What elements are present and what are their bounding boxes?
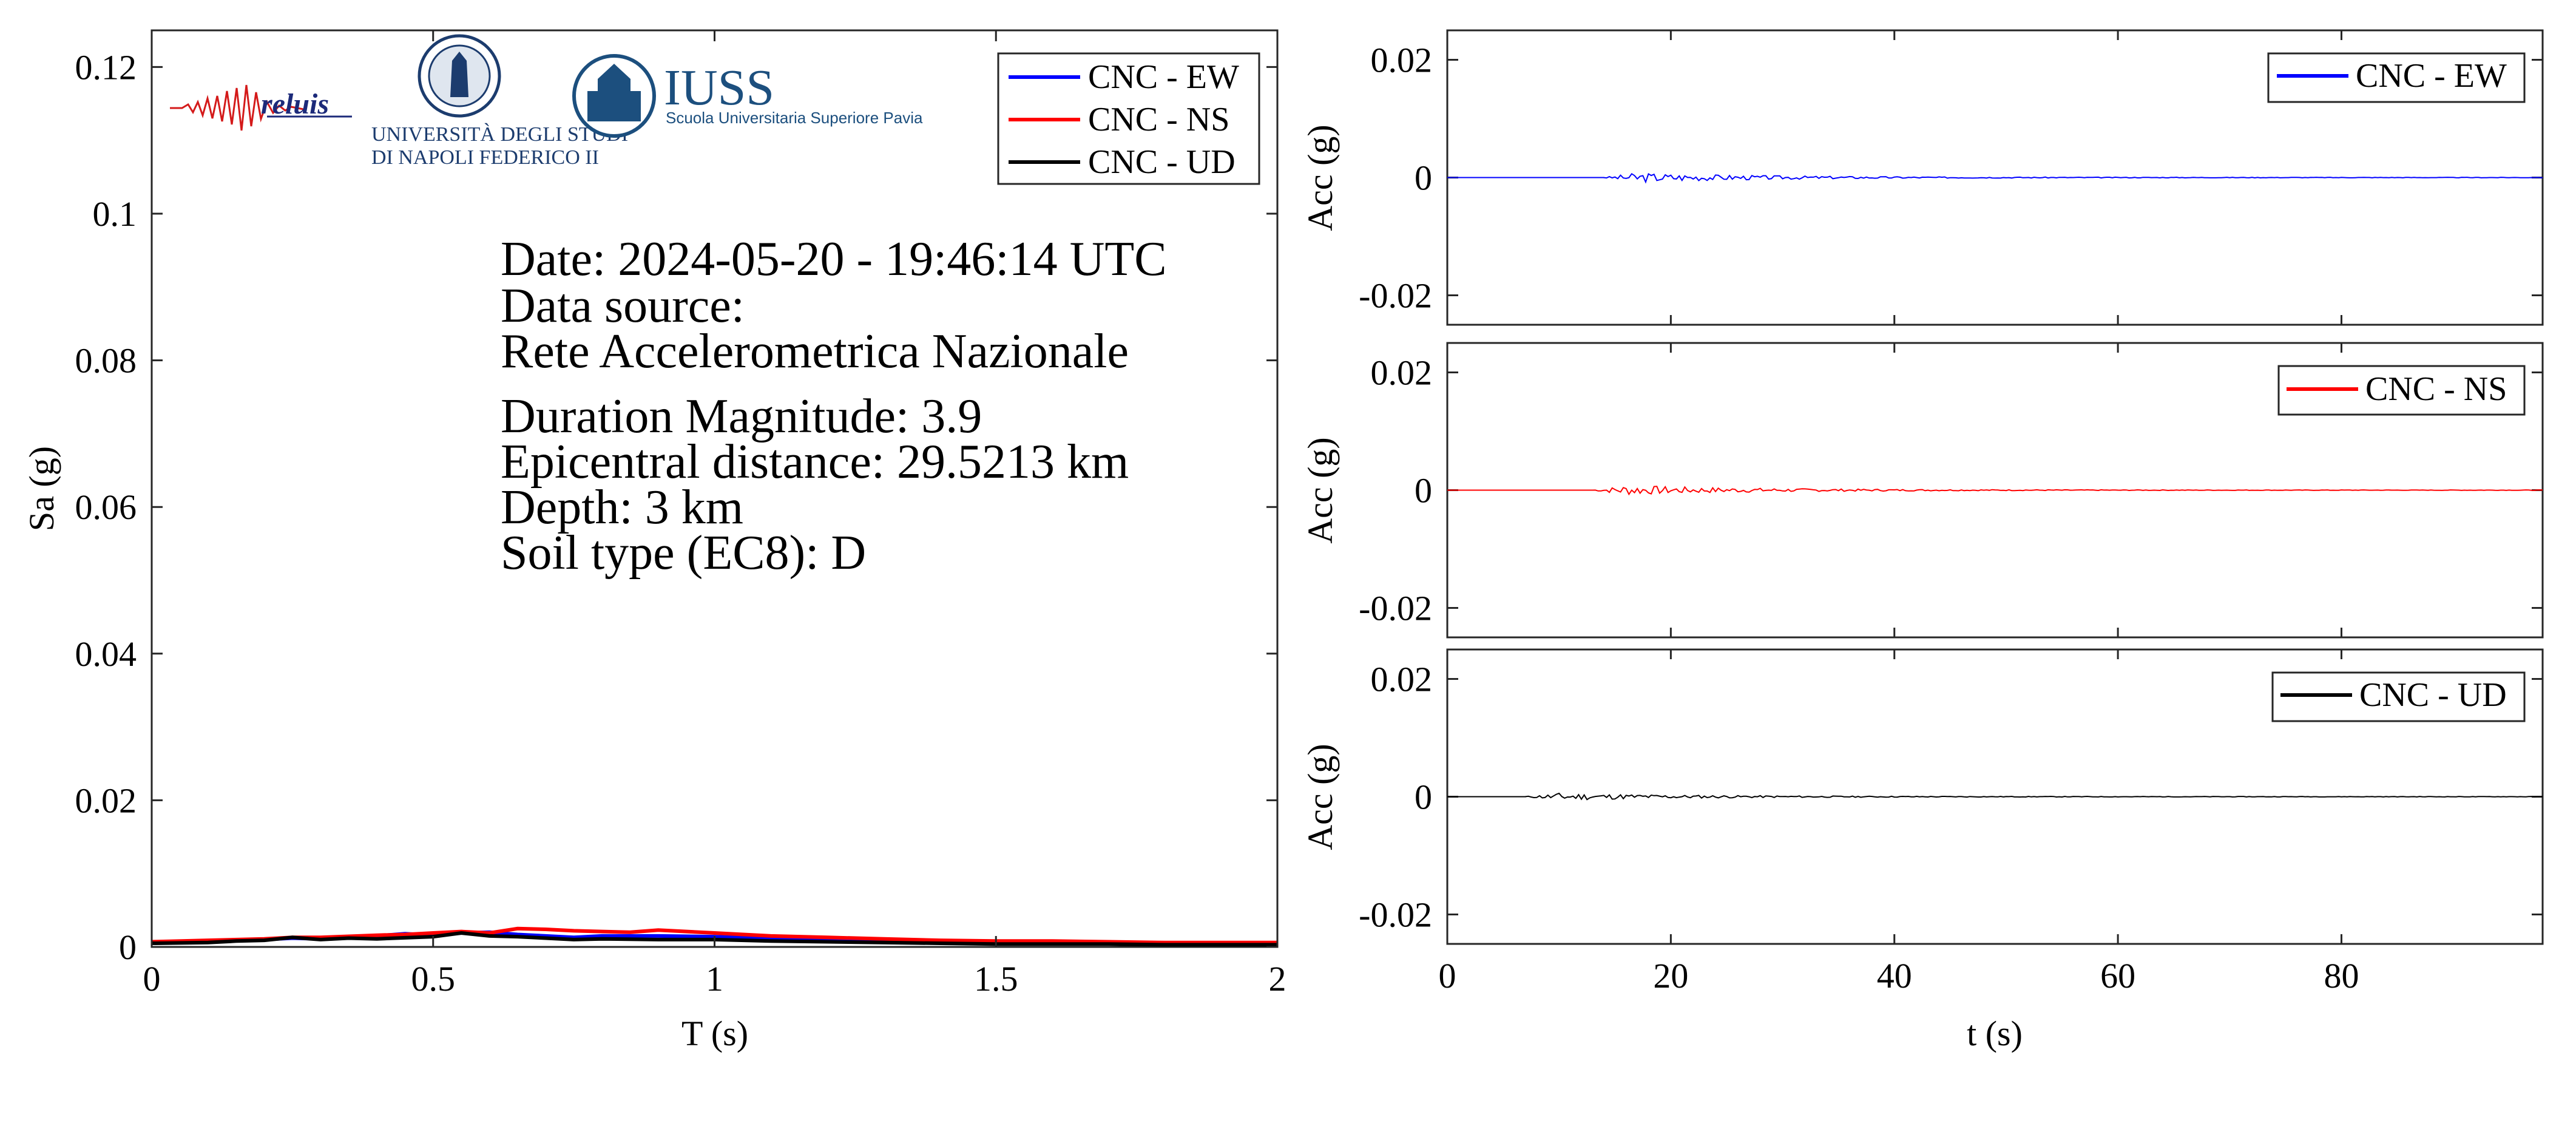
event-magnitude: Duration Magnitude: 3.9 xyxy=(501,390,982,443)
spectrum-y-axis-label: Sa (g) xyxy=(22,446,61,531)
acc-x-tick-label: 60 xyxy=(2100,956,2135,995)
acc-x-tick-label: 20 xyxy=(1653,956,1688,995)
reluis-logo-text: reluis xyxy=(261,88,329,120)
event-depth: Depth: 3 km xyxy=(501,481,743,534)
reluis-logo: reluis xyxy=(170,84,352,131)
event-source-label: Data source: xyxy=(501,279,745,333)
spectrum-x-tick-label: 0 xyxy=(143,959,161,999)
spectrum-y-tick-label: 0.06 xyxy=(75,487,137,527)
acc-ew-y-tick-label: -0.02 xyxy=(1359,276,1432,316)
iuss-logo: IUSS Scuola Universitaria Superiore Pavi… xyxy=(572,54,923,138)
spectrum-y-tick-label: 0.08 xyxy=(75,341,137,381)
acc-ew-y-tick-label: 0.02 xyxy=(1371,41,1433,80)
spectrum-legend-label-ns: CNC - NS xyxy=(1088,101,1229,138)
acc-ns-trace xyxy=(1447,485,2543,496)
acc-ew-trace xyxy=(1447,172,2543,184)
acc-ud-trace xyxy=(1447,792,2543,801)
unina-logo-line1: UNIVERSITÀ DEGLI STUDI xyxy=(371,123,628,146)
acc-x-tick-label: 40 xyxy=(1877,956,1912,995)
spectrum-legend: CNC - EW CNC - NS CNC - UD xyxy=(997,52,1260,185)
event-soil-type: Soil type (EC8): D xyxy=(501,526,866,580)
iuss-logo-subtitle: Scuola Universitaria Superiore Pavia xyxy=(666,109,923,127)
acc-ud-y-tick-label: -0.02 xyxy=(1359,895,1432,935)
spectrum-y-tick-label: 0.02 xyxy=(75,781,137,820)
spectrum-chart: 0 0.5 1 1.5 200.020.040.060.080.10.12 T (s) … xyxy=(22,29,1286,1053)
acc-ud-legend-label: CNC - UD xyxy=(2359,676,2507,714)
acc-ud-legend: CNC - UD xyxy=(2271,671,2526,722)
spectrum-series-group xyxy=(151,926,1277,947)
acc-ew-legend: CNC - EW xyxy=(2267,52,2526,103)
acc-ns-y-axis-label: Acc (g) xyxy=(1300,437,1340,544)
spectrum-ticks: 0 0.5 1 1.5 2 0 0.02 0.04 0.06 0.08 0.1 0.12 xyxy=(75,30,1286,999)
unina-seal-figure-icon xyxy=(450,52,468,97)
spectrum-series-line-ud xyxy=(151,931,1277,947)
acc-ns-y-tick-label: -0.02 xyxy=(1359,589,1432,628)
acc-ew-y-tick-label: 0 xyxy=(1415,158,1432,198)
acc-ns-ticks: -0.02 0 0.02 xyxy=(1359,343,2543,637)
spectrum-x-tick-label: 1 xyxy=(706,959,723,999)
acc-ew-ticks: -0.02 0 0.02 xyxy=(1359,30,2543,325)
iuss-building-icon xyxy=(587,64,641,121)
acc-chart-ew: -0.02 0 0.02 Acc (g) CNC - EW xyxy=(1300,29,2544,326)
acc-ew-y-axis-label: Acc (g) xyxy=(1300,124,1340,231)
spectrum-x-tick-label: 2 xyxy=(1269,959,1286,999)
acc-x-tick-label: 0 xyxy=(1439,956,1456,995)
event-source-value: Rete Accelerometrica Nazionale xyxy=(501,325,1129,378)
spectrum-legend-label-ud: CNC - UD xyxy=(1088,143,1236,181)
acc-ud-y-axis-label: Acc (g) xyxy=(1300,744,1340,850)
acc-x-axis-label: t (s) xyxy=(1967,1014,2023,1053)
iuss-logo-title: IUSS xyxy=(664,59,774,116)
spectrum-x-axis-label: T (s) xyxy=(681,1014,748,1053)
spectrum-y-tick-label: 0.1 xyxy=(93,194,137,234)
event-info: Date: 2024-05-20 - 19:46:14 UTC Data sou… xyxy=(501,232,1167,580)
unina-logo-line2: DI NAPOLI FEDERICO II xyxy=(371,146,599,169)
acc-x-tick-label: 80 xyxy=(2324,956,2359,995)
unina-logo: UNIVERSITÀ DEGLI STUDI DI NAPOLI FEDERIC… xyxy=(371,34,628,169)
acc-chart-ns: -0.02 0 0.02 Acc (g) CNC - NS xyxy=(1300,342,2544,639)
reluis-seismogram-icon xyxy=(170,84,304,131)
event-distance: Epicentral distance: 29.5213 km xyxy=(501,435,1129,489)
acc-ew-legend-label: CNC - EW xyxy=(2356,57,2507,95)
acc-ns-y-tick-label: 0.02 xyxy=(1371,353,1433,393)
spectrum-y-tick-label: 0.04 xyxy=(75,634,137,674)
acc-ud-y-tick-label: 0 xyxy=(1415,778,1432,817)
spectrum-x-tick-label: 0.5 xyxy=(411,959,456,999)
acc-ns-legend-label: CNC - NS xyxy=(2365,370,2507,408)
spectrum-y-tick-label: 0 xyxy=(119,928,137,967)
spectrum-series-line-ns xyxy=(151,926,1277,945)
spectrum-legend-label-ew: CNC - EW xyxy=(1088,58,1239,96)
acc-ns-legend: CNC - NS xyxy=(2277,365,2526,416)
acc-ud-y-tick-label: 0.02 xyxy=(1371,660,1433,699)
spectrum-y-tick-label: 0.12 xyxy=(75,47,137,87)
event-date: Date: 2024-05-20 - 19:46:14 UTC xyxy=(501,232,1167,286)
spectrum-x-tick-label: 1.5 xyxy=(974,959,1018,999)
acc-ns-y-tick-label: 0 xyxy=(1415,471,1432,510)
